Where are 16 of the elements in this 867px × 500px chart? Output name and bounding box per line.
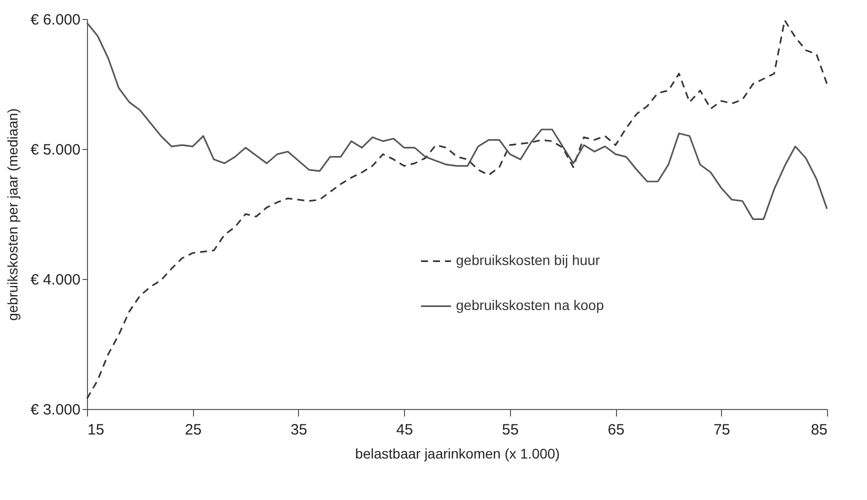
- x-tick-label: 45: [396, 422, 413, 438]
- legend-label: gebruikskosten bij huur: [456, 252, 600, 268]
- x-axis-title: belastbaar jaarinkomen (x 1.000): [355, 446, 560, 462]
- x-tick-label: 65: [608, 422, 624, 438]
- y-tick-label: € 4.000: [30, 272, 80, 288]
- x-tick-label: 25: [184, 422, 202, 438]
- y-tick-label: € 3.000: [30, 402, 80, 418]
- x-tick-label: 35: [290, 422, 308, 438]
- x-tick-label: 55: [502, 422, 519, 438]
- x-tick-label: 15: [88, 422, 104, 438]
- x-tick-label: 85: [810, 422, 828, 438]
- legend-label: gebruikskosten na koop: [456, 297, 604, 314]
- y-tick-label: € 5.000: [30, 142, 80, 158]
- y-tick-label: € 6.000: [30, 12, 80, 28]
- x-tick-label: 75: [713, 422, 730, 438]
- y-axis-title: gebruikskosten per jaar (mediaan): [4, 108, 20, 321]
